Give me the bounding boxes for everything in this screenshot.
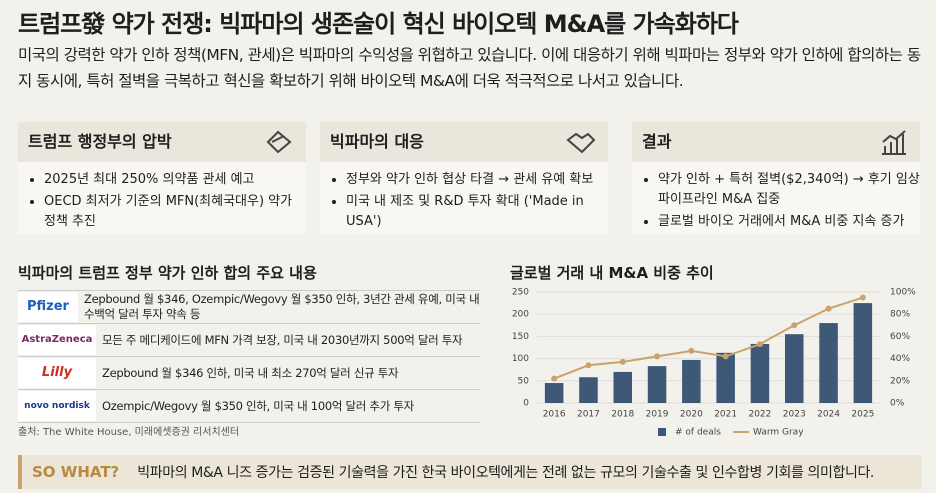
bar [613,371,633,403]
table-title: 빅파마의 트럼프 정부 약가 인하 합의 주요 내용 [18,264,317,282]
icon [882,130,906,155]
icon [566,132,596,154]
y-tick-label: 0 [523,399,529,409]
point [551,375,558,382]
table-row: AstraZeneca 모든 주 메디케이드에 MFN 가격 보장, 미국 내 2… [18,323,480,356]
x-tick-label: 2023 [783,410,806,420]
chart-title: 글로벌 거래 내 M&A 비중 추이 [510,264,714,282]
bullet: 2025년 최대 250% 의약품 관세 예고 [44,170,306,190]
chart: 0 50 100 150 200 250 0% 20% 40% 60% 80% 100% 2016 201… [512,288,916,438]
x-tick-label: 2019 [646,410,669,420]
x-tick-label: 2021 [714,410,737,420]
point [859,294,866,301]
card-title: 트럼프 행정부의 압박 [18,122,306,162]
bullet: 글로벌 바이오 거래에서 M&A 비중 지속 증가 [658,212,920,232]
y-tick-label: 50 [518,376,530,386]
table-row: novo nordisk Ozempic/Wegovy 월 $350 인하, 미국… [18,389,480,423]
x-tick-label: 2016 [543,410,566,420]
bar [784,334,804,403]
row-text: 모든 주 메디케이드에 MFN 가격 보장, 미국 내 2030년까지 500억… [102,332,463,347]
bullet: 정부와 약가 인하 협상 타결 → 관세 유예 확보 [346,170,608,190]
bar [853,303,873,403]
point [619,358,626,365]
company: AstraZeneca [18,325,96,355]
bar [647,366,667,403]
bullet: OECD 최저가 기준의 MFN(최혜국대우) 약가 정책 추진 [44,192,306,232]
subtitle: 미국의 강력한 약가 인하 정책(MFN, 관세)은 빅파마의 수익성을 위협하… [18,46,921,90]
bar [579,377,598,403]
card: 트럼프 행정부의 압박 2025년 최대 250% 의약품 관세 예고OECD … [18,122,306,234]
table-row: Pfizer Zepbound 월 $346, Ozempic/Wegovy 월 … [18,290,480,323]
footer: SO WHAT? 빅파마의 M&A 니즈 증가는 검증된 기술력을 가진 한국 … [18,455,922,489]
bar [544,383,564,403]
y2-tick-label: 0% [890,399,905,409]
company: Lilly [18,358,96,388]
row-text: Zepbound 월 $346, Ozempic/Wegovy 월 $350 인… [83,292,480,321]
legend-label: # of deals [675,428,721,438]
point [585,362,592,369]
y-tick-label: 150 [512,332,529,342]
point [756,341,763,348]
footer-label: SO WHAT? [32,463,120,481]
card-title: 결과 [632,122,920,162]
point [791,322,798,329]
table-row: Lilly Zepbound 월 $346 인하, 미국 내 최소 270억 달러… [18,356,480,389]
point [688,347,695,354]
legend-label: Warm Gray [753,428,804,438]
x-tick-label: 2017 [577,410,600,420]
card: 빅파마의 대응 정부와 약가 인하 협상 타결 → 관세 유예 확보미국 내 제… [320,122,608,234]
company: Pfizer [18,292,78,322]
y2-tick-label: 20% [890,376,910,386]
bar [750,343,770,403]
icon [266,130,292,154]
point [654,353,661,360]
y-tick-label: 250 [512,288,529,298]
y2-tick-label: 80% [890,310,910,320]
card: 결과 약가 인하 + 특허 절벽($2,340억) → 후기 임상 파이프라인 … [632,122,920,234]
bar [716,352,735,403]
row-text: Ozempic/Wegovy 월 $350 인하, 미국 내 100억 달러 추… [102,398,414,413]
x-tick-label: 2024 [817,410,840,420]
footer-text: 빅파마의 M&A 니즈 증가는 검증된 기술력을 가진 한국 바이오텍에게는 전… [137,465,874,481]
point [825,305,832,312]
bar [682,359,701,403]
bullet: 미국 내 제조 및 R&D 투자 확대 ('Made in USA') [346,192,608,232]
y2-tick-label: 40% [890,354,910,364]
card-title: 빅파마의 대응 [320,122,608,162]
y2-tick-label: 60% [890,332,910,342]
y-tick-label: 100 [512,354,529,364]
bar [819,323,838,403]
y-tick-label: 200 [512,310,529,320]
line [553,296,864,380]
company: novo nordisk [18,391,96,421]
y2-tick-label: 100% [890,288,916,298]
x-tick-label: 2025 [851,410,874,420]
x-tick-label: 2022 [748,410,771,420]
point [722,353,729,360]
title: 트럼프發 약가 전쟁: 빅파마의 생존술이 혁신 바이오텍 M&A를 가속화하다 [18,10,739,38]
legend-swatch [658,428,666,436]
x-tick-label: 2020 [680,410,703,420]
row-text: Zepbound 월 $346 인하, 미국 내 최소 270억 달러 신규 투… [102,365,399,380]
x-tick-label: 2018 [611,410,634,420]
bullet: 약가 인하 + 특허 절벽($2,340억) → 후기 임상 파이프라인 M&A… [658,170,920,210]
source: 출처: The White House, 미래에셋증권 리서치센터 [18,427,240,438]
